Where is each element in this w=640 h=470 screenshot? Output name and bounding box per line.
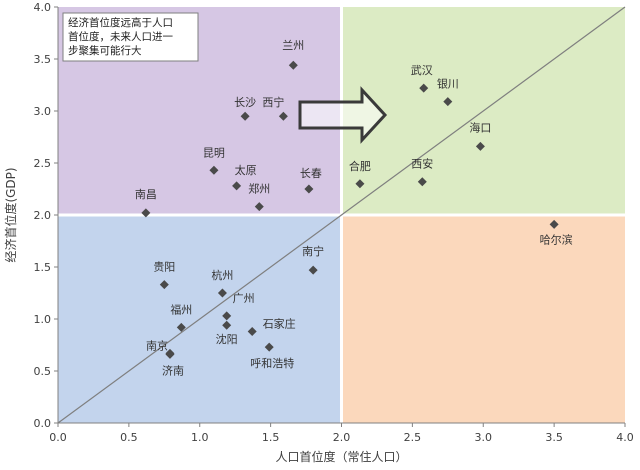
arrow-layer [298, 86, 388, 144]
scatter-point-西宁 [278, 111, 288, 121]
y-tick-label: 0.5 [34, 365, 52, 378]
point-label: 济南 [162, 363, 184, 377]
scatter-point-南昌 [141, 208, 151, 218]
y-tick-label: 3.0 [34, 105, 52, 118]
scatter-point-贵阳 [159, 280, 169, 290]
x-tick-label: 3.5 [545, 431, 563, 444]
y-tick-label: 2.5 [34, 157, 52, 170]
x-tick-label: 0.0 [49, 431, 67, 444]
y-tick-label: 3.5 [34, 53, 52, 66]
point-label: 呼和浩特 [250, 356, 294, 370]
scatter-point-海口 [475, 141, 485, 151]
point-label: 南宁 [302, 244, 324, 258]
quadrant-bottom-right [341, 215, 625, 423]
point-label: 郑州 [248, 182, 270, 196]
point-label: 合肥 [349, 159, 371, 173]
scatter-point-石家庄 [247, 326, 257, 336]
diagonal-reference-line [57, 6, 626, 424]
scatter-point-广州 [222, 311, 232, 321]
point-label: 西安 [411, 157, 433, 171]
scatter-point-昆明 [209, 165, 219, 175]
scatter-point-武汉 [419, 83, 429, 93]
point-label: 长沙 [234, 96, 256, 109]
scatter-point-兰州 [288, 60, 298, 70]
scatter-point-郑州 [254, 202, 264, 212]
diagonal-reference-layer [57, 6, 626, 424]
right-arrow-icon [298, 86, 388, 144]
point-label: 海口 [469, 120, 491, 134]
point-label: 武汉 [411, 64, 433, 77]
point-label: 石家庄 [263, 316, 296, 330]
point-label: 西宁 [262, 95, 284, 109]
point-label: 哈尔滨 [540, 232, 573, 246]
scatter-point-长春 [304, 184, 314, 194]
point-label: 沈阳 [216, 332, 238, 346]
y-tick-label: 0.0 [34, 417, 52, 430]
y-axis-label: 经济首位度(GDP) [3, 167, 18, 262]
point-label: 南京 [146, 338, 168, 352]
axes: 0.0 0.5 1.0 1.5 2.0 2.5 3.0 3.5 4.0 0.0 0.5 1.0 1.5 2… [34, 1, 634, 444]
x-tick-label: 1.5 [262, 431, 280, 444]
annotation-line: 首位度，未来人口进一 [68, 30, 173, 43]
annotation-line: 步聚集可能行大 [68, 44, 142, 57]
scatter-point-银川 [443, 97, 453, 107]
point-label: 杭州 [211, 268, 233, 282]
y-tick-label: 1.0 [34, 313, 52, 326]
annotation-box-border [62, 12, 199, 62]
scatter-point-沈阳 [222, 320, 232, 330]
point-label: 广州 [233, 292, 255, 305]
x-tick-label: 1.0 [191, 431, 209, 444]
point-label: 长春 [300, 167, 322, 180]
x-axis-label: 人口首位度（常住人口） [275, 449, 407, 464]
x-tick-label: 4.0 [616, 431, 634, 444]
x-tick-label: 3.0 [475, 431, 493, 444]
annotation-line: 经济首位度远高于人口 [68, 16, 173, 29]
y-tick-label: 2.0 [34, 209, 52, 222]
scatter-point-长沙 [240, 111, 250, 121]
scatter-point-杭州 [217, 288, 227, 298]
point-label: 福州 [170, 302, 192, 316]
point-label: 南昌 [135, 188, 157, 201]
x-tick-label: 2.0 [333, 431, 351, 444]
scatter-point-哈尔滨 [549, 219, 559, 229]
scatter-point-合肥 [355, 179, 365, 189]
scatter-point-济南 [165, 349, 175, 359]
scatter-point-太原 [232, 181, 242, 191]
point-label: 银川 [437, 77, 459, 91]
x-tick-label: 2.5 [404, 431, 422, 444]
point-label: 昆明 [203, 146, 225, 159]
scatter-point-西安 [417, 177, 427, 187]
point-label: 太原 [235, 164, 257, 177]
point-label: 兰州 [282, 39, 304, 52]
x-tick-label: 0.5 [120, 431, 138, 444]
scatter-point-福州 [176, 322, 186, 332]
scatter-point-呼和浩特 [264, 342, 274, 352]
y-tick-label: 1.5 [34, 261, 52, 274]
y-tick-label: 4.0 [34, 1, 52, 14]
scatter-point-南宁 [308, 265, 318, 275]
point-label: 贵阳 [153, 261, 175, 274]
